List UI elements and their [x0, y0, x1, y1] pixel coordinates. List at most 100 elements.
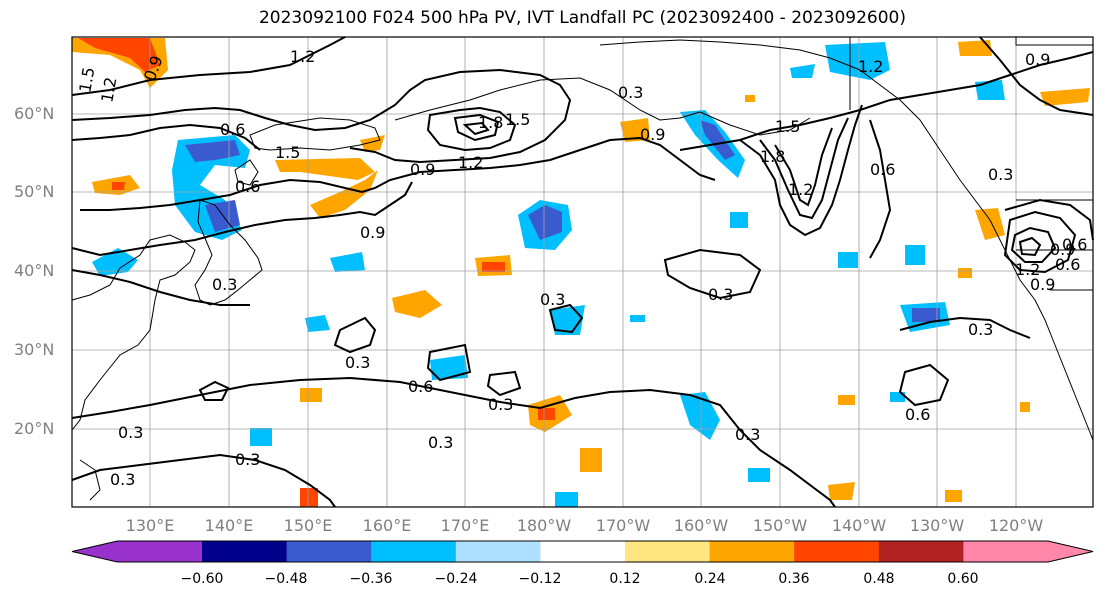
colorbar-segment — [963, 541, 1093, 562]
contour-label: 0.6 — [870, 160, 895, 179]
shading-patch — [430, 355, 468, 380]
shading-patch — [748, 468, 770, 482]
contour-label: 0.6 — [220, 120, 245, 139]
lat-label: 20°N — [14, 419, 55, 438]
lat-label: 30°N — [14, 340, 55, 359]
contour-label: 0.6 — [235, 177, 260, 196]
shading-patch — [905, 245, 925, 265]
contour-label: 1.5 — [75, 66, 98, 94]
shading-patch — [680, 392, 720, 440]
contour-label: 0.6 — [905, 405, 930, 424]
lon-label: 180°W — [516, 516, 572, 535]
contour-label: 0.3 — [110, 470, 135, 489]
colorbar-tick-label: 0.24 — [694, 571, 726, 587]
colorbar-segment — [371, 541, 457, 562]
shading-layer — [72, 38, 1090, 507]
shading-patch — [958, 268, 972, 278]
lon-label: 140°W — [831, 516, 887, 535]
shading-patch — [538, 408, 555, 420]
shading-patch — [92, 248, 138, 276]
shading-patch — [630, 315, 645, 322]
contour-label: 1.8 — [478, 113, 503, 132]
lon-label: 160°E — [362, 516, 412, 535]
map-title: 2023092100 F024 500 hPa PV, IVT Landfall… — [258, 8, 906, 28]
shading-patch — [790, 64, 815, 78]
contour-label: 1.8 — [760, 147, 785, 166]
contour-label: 0.6 — [1062, 235, 1087, 254]
graticule — [72, 37, 1093, 507]
shading-patch — [730, 212, 748, 228]
colorbar-tick-label: 0.48 — [863, 571, 895, 587]
shading-patch — [828, 482, 855, 500]
colorbar-tick-label: −0.12 — [518, 571, 562, 587]
colorbar-tick-label: −0.60 — [180, 571, 224, 587]
shading-patch — [745, 95, 755, 102]
shading-patch — [825, 42, 890, 80]
contour-label: 0.3 — [988, 165, 1013, 184]
contour-labels: 1.2 1.5 1.2 0.9 0.6 1.5 1.8 1.5 1.2 0.9 … — [75, 47, 1087, 489]
contour-label: 0.3 — [118, 423, 143, 442]
contour-label: 1.2 — [97, 76, 120, 104]
shading-patch — [205, 200, 240, 232]
colorbar-tick-label: 0.36 — [778, 571, 810, 587]
shading-patch — [250, 428, 272, 446]
colorbar-segment — [540, 541, 626, 562]
shading-patch — [700, 120, 735, 160]
colorbar-segment — [202, 541, 288, 562]
contour-label: 1.2 — [290, 47, 315, 66]
colorbar-segment — [455, 541, 541, 562]
contour-label: 0.6 — [408, 377, 433, 396]
lon-label: 130°W — [909, 516, 965, 535]
shading-patch — [958, 40, 992, 56]
colorbar — [71, 540, 1094, 563]
contour-label: 0.3 — [708, 285, 733, 304]
shading-patch — [555, 492, 578, 507]
pv-contours — [71, 36, 1094, 508]
shading-patch — [330, 252, 365, 272]
contour-label: 0.3 — [618, 83, 643, 102]
shading-patch — [975, 80, 1005, 100]
shading-patch — [1040, 88, 1090, 106]
shading-patch — [620, 118, 650, 142]
lon-label: 150°E — [283, 516, 333, 535]
colorbar-segment — [794, 541, 880, 562]
shading-patch — [912, 308, 940, 322]
contour-label: 1.5 — [275, 143, 300, 162]
contour-label: 1.2 — [858, 57, 883, 76]
colorbar-tick-label: 0.12 — [609, 571, 641, 587]
lon-label: 140°E — [204, 516, 254, 535]
contour-label: 0.9 — [640, 125, 665, 144]
shading-patch — [392, 290, 442, 318]
lat-label: 50°N — [14, 182, 55, 201]
shading-patch — [945, 490, 962, 502]
contour-label: 0.3 — [212, 275, 237, 294]
shading-patch — [112, 182, 125, 190]
lat-label: 60°N — [14, 104, 55, 123]
contour-label: 1.2 — [1015, 260, 1040, 279]
contour-label: 1.5 — [505, 110, 530, 129]
contour-label: 1.2 — [458, 153, 483, 172]
colorbar-segment — [72, 541, 202, 562]
shading-patch — [1020, 402, 1030, 412]
contour-label: 0.9 — [1025, 50, 1050, 69]
colorbar-segment — [709, 541, 795, 562]
contour-label: 0.3 — [735, 425, 760, 444]
contour-label: 0.9 — [1030, 275, 1055, 294]
contour-label: 0.3 — [540, 290, 565, 309]
colorbar-segment — [286, 541, 372, 562]
shading-patch — [580, 448, 602, 472]
contour-label: 1.2 — [788, 180, 813, 199]
shading-patch — [890, 392, 905, 402]
shading-patch — [975, 208, 1005, 240]
coastlines — [71, 37, 1094, 501]
contour-label: 0.3 — [235, 450, 260, 469]
colorbar-segment — [625, 541, 711, 562]
contour-label: 0.6 — [1055, 255, 1080, 274]
shading-patch — [275, 158, 375, 180]
shading-patch — [838, 395, 855, 405]
colorbar-tick-label: 0.60 — [947, 571, 979, 587]
shading-patch — [185, 140, 240, 162]
colorbar-tick-label: −0.48 — [264, 571, 308, 587]
lon-label: 160°W — [673, 516, 729, 535]
